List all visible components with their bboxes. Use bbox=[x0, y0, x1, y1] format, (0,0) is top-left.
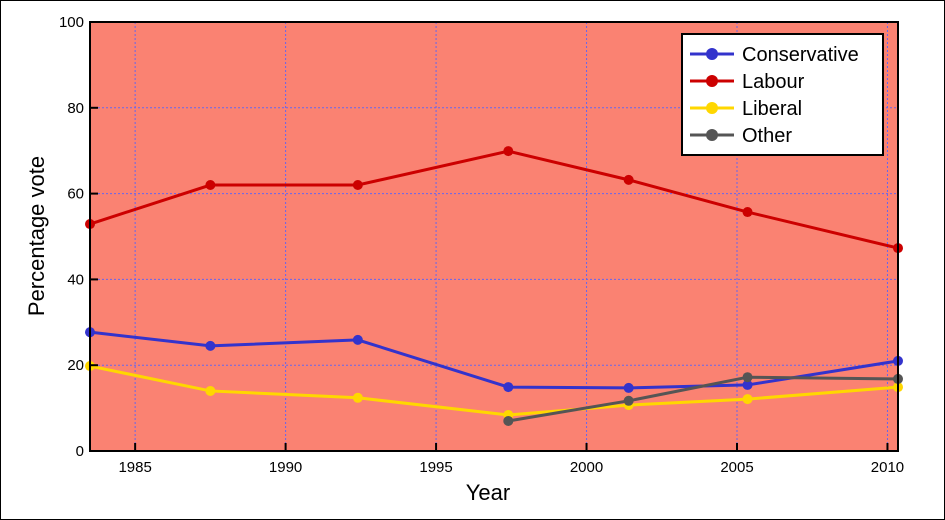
legend-liberal-label: Liberal bbox=[742, 98, 802, 120]
legend: Conservative Labour Liberal Other bbox=[681, 33, 884, 156]
legend-labour-marker bbox=[706, 75, 718, 87]
x-tick-label: 1990 bbox=[269, 459, 302, 476]
y-tick-label: 20 bbox=[67, 357, 84, 374]
y-tick-label: 100 bbox=[59, 14, 84, 31]
conservative-point bbox=[503, 382, 514, 393]
other-line bbox=[508, 375, 899, 423]
y-tick-label: 80 bbox=[67, 100, 84, 117]
legend-conservative-marker bbox=[706, 48, 718, 60]
legend-other-marker bbox=[706, 129, 718, 141]
conservative-point bbox=[205, 340, 216, 351]
liberal-point bbox=[205, 385, 216, 396]
y-tick-label: 0 bbox=[76, 443, 84, 460]
legend-liberal-marker bbox=[706, 102, 718, 114]
plot-border bbox=[89, 21, 899, 452]
conservative-point bbox=[623, 382, 634, 393]
liberal-point bbox=[742, 394, 753, 405]
conservative-point bbox=[352, 334, 363, 345]
labour-point bbox=[742, 207, 753, 218]
liberal-point bbox=[352, 392, 363, 403]
x-tick-label: 1995 bbox=[419, 459, 452, 476]
x-tick-label: 2000 bbox=[570, 459, 603, 476]
labour-point bbox=[352, 180, 363, 191]
other-point bbox=[623, 395, 634, 406]
x-tick-label: 2010 bbox=[871, 459, 904, 476]
y-tick-label: 40 bbox=[67, 271, 84, 288]
x-axis-label: Year bbox=[466, 480, 510, 505]
y-tick-label: 60 bbox=[67, 186, 84, 203]
axis-ticks: 1985 1990 1995 2000 2005 2010 0 20 40 60 80 100 bbox=[59, 14, 904, 476]
legend-labour-label: Labour bbox=[742, 71, 805, 93]
x-tick-label: 2005 bbox=[720, 459, 753, 476]
other-point bbox=[503, 415, 514, 426]
legend-other-label: Other bbox=[742, 125, 792, 147]
labour-point bbox=[205, 180, 216, 191]
legend-conservative-label: Conservative bbox=[742, 44, 859, 66]
labour-point bbox=[503, 146, 514, 157]
conservative-point bbox=[742, 379, 753, 390]
y-axis-label: Percentage vote bbox=[24, 156, 49, 316]
other-point bbox=[742, 372, 753, 383]
labour-point bbox=[623, 174, 634, 185]
series-group bbox=[85, 146, 903, 426]
x-tick-label: 1985 bbox=[118, 459, 151, 476]
